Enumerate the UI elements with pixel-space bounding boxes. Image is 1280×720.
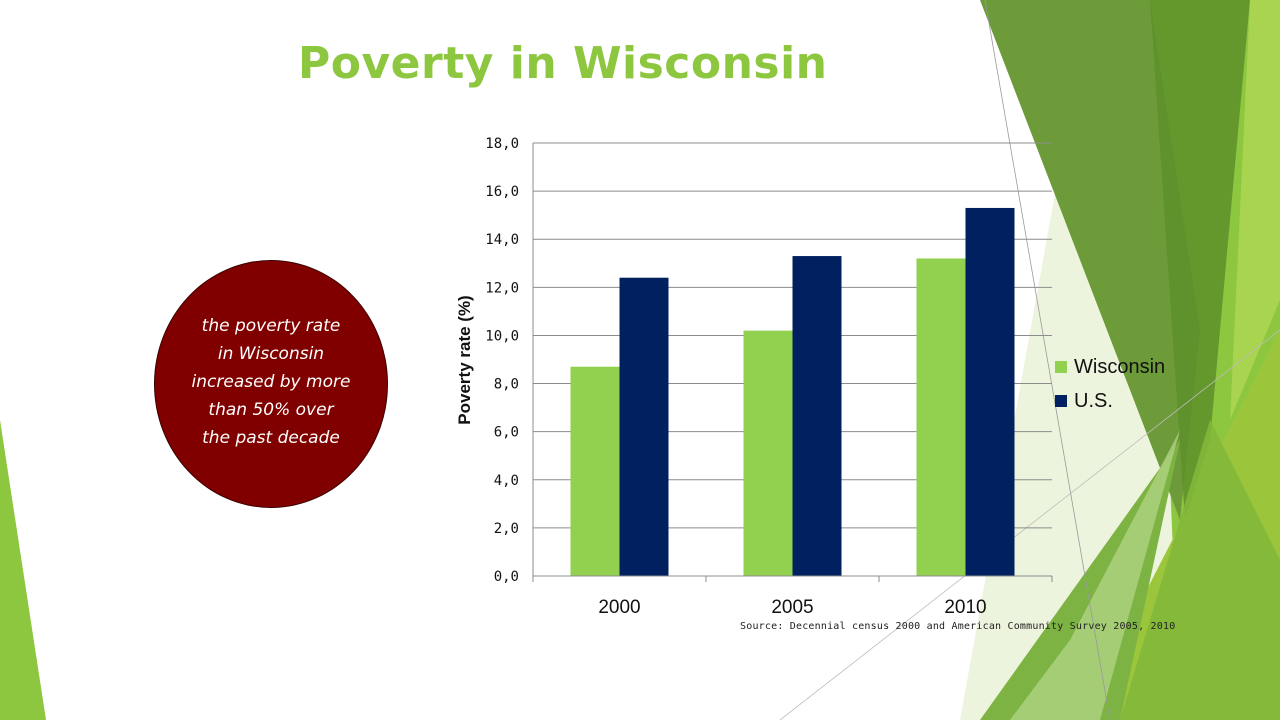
bar-u-s-2000 [619, 277, 669, 576]
x-tick-label: 2010 [944, 597, 986, 618]
y-tick-label: 14,0 [485, 232, 519, 248]
y-tick-label: 12,0 [485, 280, 519, 296]
y-tick-label: 2,0 [494, 521, 519, 537]
y-tick-label: 4,0 [494, 473, 519, 489]
legend-label: Wisconsin [1074, 356, 1165, 378]
source-note: Source: Decennial census 2000 and Americ… [740, 621, 1176, 632]
y-tick-label: 6,0 [494, 425, 519, 441]
chart-bars [570, 207, 1015, 576]
legend-swatch [1055, 361, 1067, 373]
callout-text: the poverty rate in Wisconsin increased … [191, 316, 351, 448]
legend-label: U.S. [1074, 390, 1113, 412]
bottom-right-triangle-2 [1120, 420, 1280, 720]
bottom-center-triangle [980, 440, 1180, 720]
bar-u-s-2010 [965, 207, 1015, 576]
y-tick-label: 16,0 [485, 184, 519, 200]
left-green-triangle [0, 420, 46, 720]
y-tick-label: 8,0 [494, 377, 519, 393]
bar-wisconsin-2010 [916, 258, 966, 576]
right-panel-dark-2 [1150, 0, 1250, 520]
bar-u-s-2005 [792, 256, 842, 576]
x-tick-label: 2005 [771, 597, 813, 618]
right-panel-dark [980, 0, 1200, 520]
slide-title: Poverty in Wisconsin [298, 38, 828, 89]
bar-wisconsin-2005 [743, 330, 793, 576]
bar-wisconsin-2000 [570, 366, 620, 576]
thin-line-2 [779, 329, 1280, 720]
y-tick-label: 0,0 [494, 569, 519, 585]
y-tick-label: 10,0 [485, 328, 519, 344]
callout-circle: the poverty rate in Wisconsin increased … [154, 260, 388, 508]
y-tick-label: 18,0 [485, 136, 519, 152]
chart-axes: 0,0 2,0 4,0 6,0 8,0 10,0 12,0 14,0 16,0 18,0 2000 2… [485, 136, 1053, 618]
chart-legend: Wisconsin U.S. [1055, 356, 1165, 412]
thin-line-1 [984, 0, 1111, 720]
legend-swatch [1055, 395, 1067, 407]
right-panel-bright [1230, 0, 1280, 420]
bottom-light-triangle [1010, 430, 1180, 720]
y-axis-label: Poverty rate (%) [455, 295, 474, 424]
x-tick-label: 2000 [598, 597, 640, 618]
